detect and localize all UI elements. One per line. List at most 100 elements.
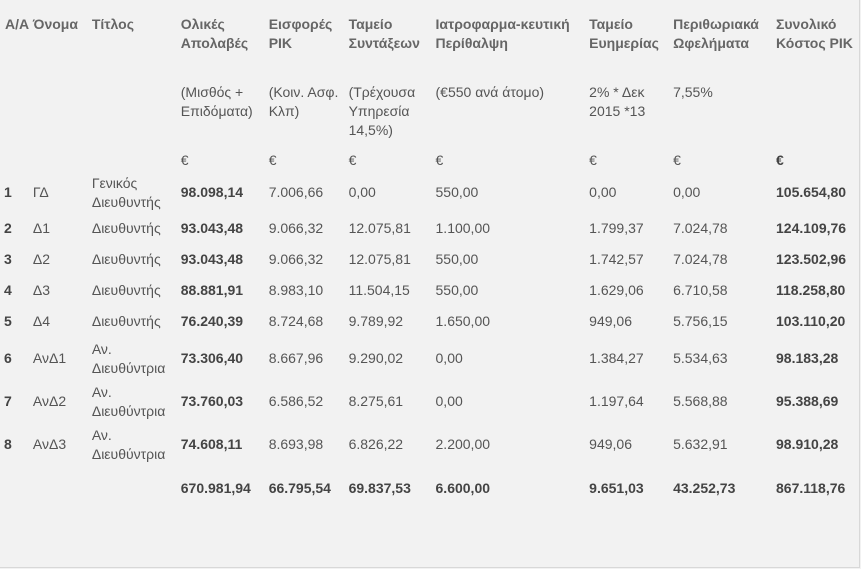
table-row: 5 Δ4 Διευθυντής 76.240,39 8.724,68 9.789… — [0, 306, 861, 337]
row-contributions: 7.006,66 — [268, 184, 324, 200]
header-medical-care: Ιατροφαρμα-κευτική Περίθαλψη — [435, 16, 570, 51]
totals-pension-fund: 69.837,53 — [348, 479, 411, 496]
subheader-cell — [33, 53, 92, 140]
header-fringe-benefits: Περιθωριακά Ωφελήματα — [673, 16, 759, 51]
row-name: Δ4 — [32, 313, 51, 329]
table-row: 6 ΑνΔ1 Αν. Διευθύντρια 73.306,40 8.667,9… — [0, 337, 861, 380]
currency-cell — [92, 140, 181, 172]
totals-contributions: 66.795,54 — [268, 479, 331, 496]
row-total-pay: 73.306,40 — [180, 350, 244, 366]
row-title: Διευθυντής — [91, 251, 161, 267]
table-row: 3 Δ2 Διευθυντής 93.043,48 9.066,32 12.07… — [0, 244, 861, 275]
row-total-cost: 98.910,28 — [776, 436, 839, 452]
subheader-cell: (Κοιν. Ασφ. Κλπ) — [268, 84, 339, 119]
row-pension-fund: 9.789,92 — [348, 313, 404, 329]
row-welfare-fund: 1.384,27 — [589, 350, 644, 366]
table-row: 2 Δ1 Διευθυντής 93.043,48 9.066,32 12.07… — [0, 213, 861, 244]
row-welfare-fund: 1.742,57 — [589, 251, 644, 267]
row-total-cost: 124.109,76 — [776, 220, 847, 236]
row-number: 2 — [4, 220, 12, 236]
currency-cell: € — [673, 152, 681, 168]
row-welfare-fund: 1.799,37 — [589, 220, 644, 236]
row-total-cost: 123.502,96 — [776, 251, 847, 267]
row-number: 6 — [4, 350, 12, 366]
totals-total-pay: 670.981,94 — [180, 479, 251, 496]
row-name: Δ3 — [32, 282, 51, 298]
row-total-cost: 95.388,69 — [776, 393, 839, 409]
subheader-cell: (€550 ανά άτομο) — [435, 84, 545, 100]
totals-cell — [0, 466, 33, 510]
row-contributions: 8.667,96 — [268, 350, 324, 366]
row-pension-fund: 8.275,61 — [348, 393, 404, 409]
currency-row: € € € € € € € — [0, 140, 861, 172]
header-total-pay: Ολικές Απολαβές — [180, 16, 249, 51]
row-name: ΑνΔ1 — [32, 350, 67, 366]
row-pension-fund: 0,00 — [348, 184, 376, 200]
currency-cell: € — [180, 152, 189, 168]
row-fringe-benefits: 0,00 — [673, 184, 701, 200]
row-fringe-benefits: 7.024,78 — [673, 220, 728, 236]
row-title: Αν. Διευθύντρια — [91, 340, 166, 376]
row-fringe-benefits: 5.568,88 — [673, 393, 728, 409]
row-number: 1 — [4, 184, 12, 200]
subheader-cell: (Τρέχουσα Υπηρεσία 14,5%) — [348, 84, 416, 138]
totals-welfare-fund: 9.651,03 — [589, 479, 644, 496]
row-pension-fund: 11.504,15 — [348, 282, 410, 298]
row-contributions: 6.586,52 — [268, 393, 324, 409]
subheader-cell — [92, 53, 181, 140]
row-medical-care: 1.100,00 — [435, 220, 491, 236]
totals-total-cost: 867.118,76 — [776, 479, 846, 496]
row-title: Διευθυντής — [91, 313, 161, 329]
row-total-cost: 103.110,20 — [776, 313, 846, 329]
row-medical-care: 550,00 — [435, 282, 479, 298]
row-total-cost: 105.654,80 — [776, 184, 847, 200]
row-welfare-fund: 1.629,06 — [589, 282, 644, 298]
row-number: 7 — [4, 393, 12, 409]
row-fringe-benefits: 5.534,63 — [673, 350, 728, 366]
header-aa: Α/Α — [5, 16, 30, 32]
totals-row: 670.981,94 66.795,54 69.837,53 6.600,00 … — [0, 466, 861, 510]
row-total-pay: 88.881,91 — [180, 282, 244, 298]
subheader-row: (Μισθός + Επιδόματα) (Κοιν. Ασφ. Κλπ) (Τ… — [0, 53, 861, 140]
row-title: Διευθυντής — [91, 220, 161, 236]
row-name: ΓΔ — [32, 184, 49, 200]
totals-cell — [33, 466, 92, 510]
header-pension-fund: Ταμείο Συντάξεων — [348, 16, 420, 51]
row-contributions: 8.724,68 — [268, 313, 324, 329]
row-medical-care: 0,00 — [435, 350, 463, 366]
row-total-pay: 93.043,48 — [180, 251, 244, 267]
row-total-pay: 93.043,48 — [180, 220, 244, 236]
subheader-cell: 2% * Δεκ 2015 *13 — [589, 84, 646, 119]
currency-cell: € — [348, 152, 357, 168]
row-medical-care: 0,00 — [435, 393, 463, 409]
row-title: Αν. Διευθύντρια — [91, 383, 166, 419]
totals-cell — [92, 466, 181, 510]
row-pension-fund: 6.826,22 — [348, 436, 404, 452]
row-total-pay: 76.240,39 — [180, 313, 244, 329]
row-medical-care: 550,00 — [435, 184, 479, 200]
row-total-cost: 118.258,80 — [776, 282, 846, 298]
row-number: 3 — [4, 251, 12, 267]
row-total-pay: 74.608,11 — [180, 436, 243, 452]
row-title: Αν. Διευθύντρια — [91, 426, 166, 462]
row-number: 5 — [4, 313, 12, 329]
row-number: 8 — [4, 436, 12, 452]
row-medical-care: 2.200,00 — [435, 436, 491, 452]
row-total-pay: 98.098,14 — [180, 184, 244, 200]
subheader-cell — [0, 53, 33, 140]
row-name: Δ2 — [32, 251, 51, 267]
currency-cell: € — [268, 152, 277, 168]
table-row: 4 Δ3 Διευθυντής 88.881,91 8.983,10 11.50… — [0, 275, 861, 306]
subheader-cell: (Μισθός + Επιδόματα) — [180, 84, 253, 119]
compensation-table: Α/Α Όνομα Τίτλος Ολικές Απολαβές Εισφορέ… — [0, 8, 861, 510]
row-total-pay: 73.760,03 — [180, 393, 244, 409]
row-contributions: 8.693,98 — [268, 436, 324, 452]
row-pension-fund: 9.290,02 — [348, 350, 404, 366]
currency-cell: € — [435, 152, 444, 168]
currency-cell: € — [776, 152, 784, 168]
table-row: 8 ΑνΔ3 Αν. Διευθύντρια 74.608,11 8.693,9… — [0, 423, 861, 466]
row-pension-fund: 12.075,81 — [348, 220, 411, 236]
table-row: 1 ΓΔ Γενικός Διευθυντής 98.098,14 7.006,… — [0, 172, 861, 213]
row-welfare-fund: 949,06 — [589, 436, 632, 452]
row-welfare-fund: 0,00 — [589, 184, 617, 200]
